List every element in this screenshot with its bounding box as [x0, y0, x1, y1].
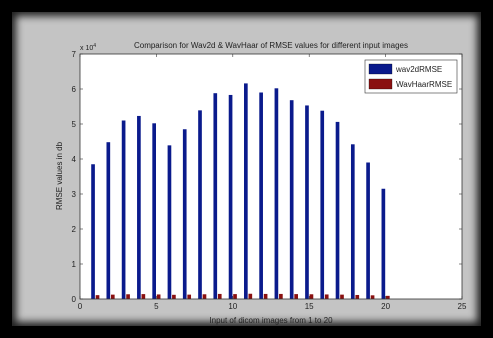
bar-wavhaar-5: [156, 294, 161, 299]
y-exponent-power: 4: [93, 43, 96, 49]
legend-label-wavhaar: WavHaarRMSE: [396, 80, 452, 89]
y-exponent-base: x 10: [80, 45, 93, 52]
y-exponent-label: x 104: [80, 43, 96, 52]
bar-wavhaar-16: [324, 294, 329, 299]
x-tick-label: 5: [154, 302, 159, 311]
bar-wav2d-17: [335, 121, 340, 300]
legend-swatch-wavhaar: [368, 78, 393, 90]
y-tick-label: 6: [72, 85, 77, 94]
bar-wavhaar-20: [386, 295, 390, 299]
bar-wav2d-9: [213, 93, 218, 299]
bar-wav2d-2: [106, 142, 111, 299]
bar-wavhaar-14: [294, 294, 298, 299]
legend: wav2dRMSE WavHaarRMSE: [364, 59, 458, 94]
bar-wavhaar-2: [110, 294, 115, 300]
legend-swatch-wav2d: [368, 63, 393, 75]
bar-wav2d-14: [289, 100, 294, 299]
bar-wav2d-3: [121, 120, 126, 299]
bar-wavhaar-4: [141, 294, 146, 299]
bar-wav2d-19: [366, 162, 370, 299]
y-tick-label: 2: [72, 225, 77, 234]
y-axis-label: RMSE values in db: [55, 141, 64, 210]
bar-wavhaar-12: [263, 293, 268, 299]
bar-wav2d-11: [244, 83, 248, 300]
bar-wav2d-15: [305, 105, 309, 299]
bar-wavhaar-13: [279, 293, 283, 299]
bar-wav2d-18: [350, 144, 355, 299]
bar-wavhaar-10: [233, 294, 237, 299]
bar-wavhaar-18: [355, 294, 360, 299]
bar-wav2d-8: [198, 110, 202, 299]
y-tick-label: 0: [72, 295, 77, 304]
bar-wav2d-10: [228, 94, 233, 299]
bar-wav2d-4: [137, 115, 141, 299]
plot-border: [79, 53, 463, 300]
bar-wav2d-1: [91, 164, 95, 299]
bar-wav2d-20: [381, 188, 386, 299]
chart-title: Comparison for Wav2d & WavHaar of RMSE v…: [134, 41, 408, 50]
bar-wavhaar-8: [202, 294, 207, 299]
y-tick-label: 7: [72, 50, 77, 59]
x-tick-label: 20: [381, 302, 390, 311]
x-tick-label: 25: [458, 302, 467, 311]
bar-wavhaar-15: [309, 294, 314, 299]
bar-wavhaar-17: [340, 294, 344, 300]
bar-wavhaar-1: [95, 295, 100, 299]
bar-wavhaar-3: [126, 294, 130, 299]
bar-wavhaar-19: [370, 295, 375, 299]
y-ticks-group: 0 1 2 3 4 5 6 7: [72, 50, 462, 304]
x-axis-label: Input of dicom images from 1 to 20: [209, 316, 333, 325]
bars-group: [91, 83, 390, 300]
x-ticks-group: 0 5 10 15 20 25: [78, 54, 467, 311]
y-tick-label: 4: [72, 155, 77, 164]
bar-wavhaar-7: [187, 294, 192, 300]
x-tick-label: 10: [228, 302, 237, 311]
bar-wavhaar-6: [172, 294, 176, 299]
legend-label-wav2d: wav2dRMSE: [395, 65, 442, 74]
y-tick-label: 3: [72, 190, 77, 199]
x-tick-label: 15: [305, 302, 314, 311]
bar-wav2d-7: [182, 129, 187, 299]
bar-wavhaar-11: [248, 293, 253, 299]
plot-background: [80, 54, 462, 299]
bar-wav2d-16: [320, 110, 325, 299]
bar-wav2d-13: [274, 88, 279, 299]
y-tick-label: 1: [72, 260, 77, 269]
bar-wavhaar-9: [217, 293, 222, 299]
bar-wav2d-6: [167, 145, 172, 299]
y-tick-label: 5: [72, 120, 77, 129]
bar-wav2d-12: [259, 92, 263, 299]
x-tick-label: 0: [78, 302, 83, 311]
bar-wav2d-5: [152, 123, 156, 299]
